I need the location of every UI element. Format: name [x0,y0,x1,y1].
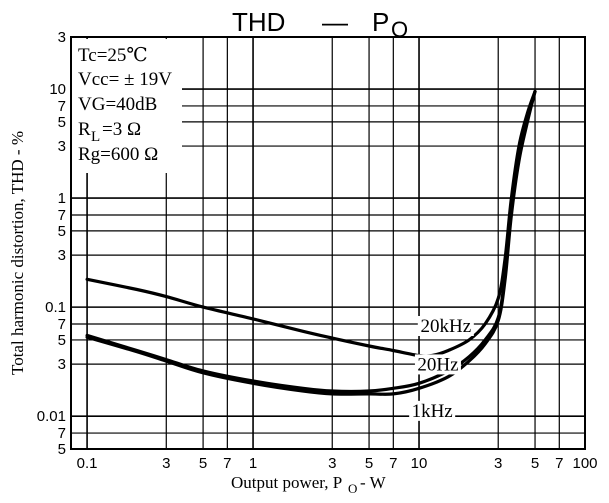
annotation-bg [417,316,474,337]
title-p-sub: O [391,17,408,42]
cond-rl-text: R [78,119,91,140]
x-tick-label: 7 [555,455,563,472]
x-tick-label: 3 [328,455,336,472]
cond-rl: R L =3 Ω [78,119,141,145]
x-axis-label-sub: O [348,481,357,496]
conditions: Tc=25℃ Vcc= ± 19V VG=40dB R L =3 Ω Rg=60… [78,45,172,165]
y-tick-label: 3 [58,247,66,264]
x-tick-label: 0.1 [77,455,98,472]
y-tick-label: 3 [58,138,66,155]
y-tick-label: 7 [58,207,66,224]
y-tick-label: 10 [49,81,66,98]
x-tick-label: 100 [572,455,597,472]
y-tick-label: 5 [58,223,66,240]
annotation-20khz: 20kHz [417,316,474,337]
x-tick-label: 7 [389,455,397,472]
y-tick-label: 3 [58,356,66,373]
annotations: 20kHz 20Hz 1kHz [409,316,474,422]
annotation-label: 20kHz [420,316,471,337]
y-tick-label: 0.01 [37,408,66,425]
title-dash: — [322,7,348,37]
y-tick-label: 7 [58,316,66,333]
x-tick-label: 5 [199,455,207,472]
x-axis-label-unit: - W [360,473,387,492]
y-tick-label: 7 [58,98,66,115]
x-tick-label: 3 [494,455,502,472]
conditions-box [72,39,182,173]
chart-title: THD — P O [232,7,408,42]
cond-tc: Tc=25℃ [78,45,148,66]
annotation-1khz: 1kHz [409,400,456,422]
x-axis-label-main: Output power, P [231,473,342,492]
y-tick-label: 5 [58,441,66,458]
title-main: THD [232,7,285,37]
x-axis-label: Output power, P O - W [231,473,387,496]
y-tick-label: 1 [58,190,66,207]
cond-vg: VG=40dB [78,94,157,115]
annotation-20hz: 20Hz [414,354,461,375]
cond-vcc: Vcc= ± 19V [78,69,172,90]
annotation-bg [409,400,456,421]
x-tick-label: 3 [162,455,170,472]
series-line-1khz [85,89,537,396]
x-tick-label: 5 [531,455,539,472]
x-tick-label: 1 [249,455,257,472]
x-tick-label: 5 [365,455,373,472]
y-axis-label: Total harmonic distortion, THD - % [8,131,27,375]
title-p: P [372,7,389,37]
y-tick-label: 5 [58,332,66,349]
cond-rg: Rg=600 Ω [78,144,158,165]
x-tick-label: 7 [223,455,231,472]
y-tick-label: 3 [58,29,66,46]
y-tick-label: 7 [58,425,66,442]
annotation-label: 1kHz [412,401,453,422]
x-tick-label: 10 [411,455,428,472]
x-tick-labels: 0.1 3 5 7 1 3 5 7 10 3 5 7 100 [77,455,598,472]
y-tick-label: 0.1 [45,299,66,316]
cond-rl-sub: L [91,129,100,145]
plot-frame [70,36,586,450]
cond-rl-tail: =3 Ω [102,119,141,140]
annotation-label: 20Hz [417,354,458,375]
annotation-bg [414,354,461,375]
y-tick-label: 5 [58,114,66,131]
